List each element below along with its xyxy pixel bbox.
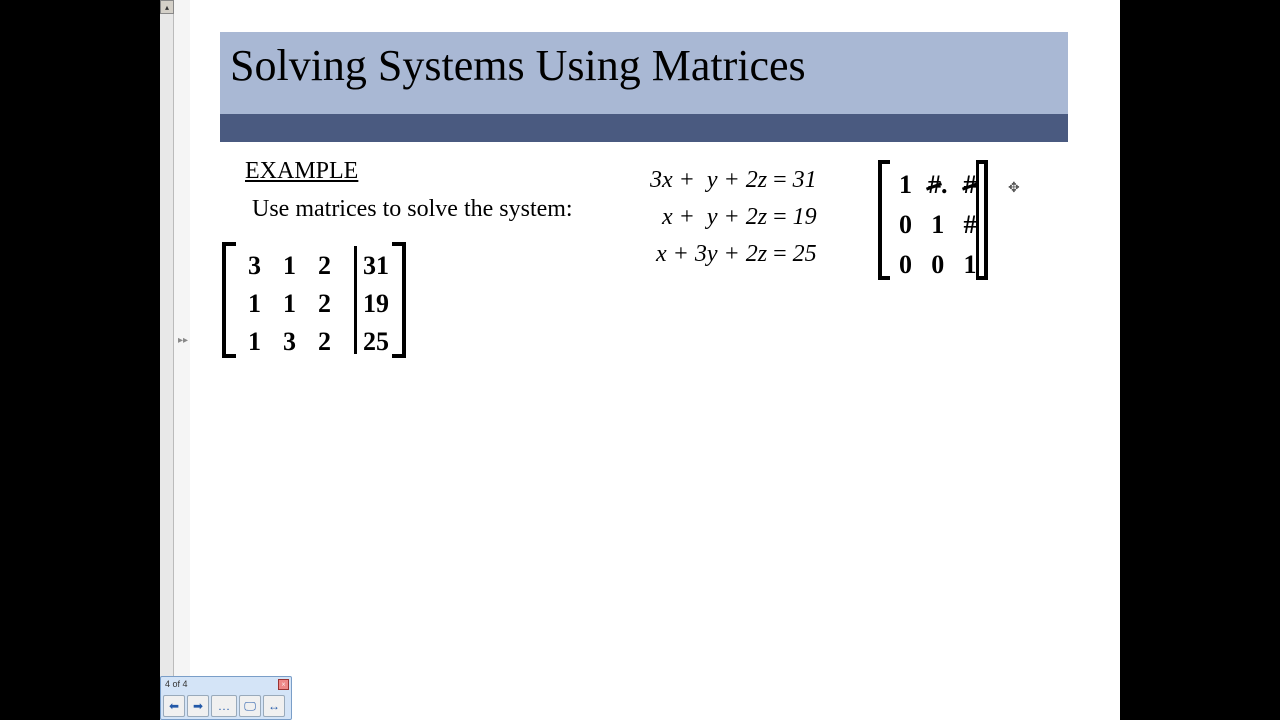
close-icon[interactable]: × — [278, 679, 289, 690]
bracket-left-icon — [878, 162, 882, 278]
equation-row: x + y + 2z = 19 — [650, 199, 817, 236]
menu-button[interactable]: … — [211, 695, 237, 717]
expand-handle-icon[interactable]: ▸▸ — [178, 335, 188, 346]
matrix-cells: 1 #. # 0 1 # 0 0 1 — [890, 164, 986, 286]
fit-button[interactable]: ↔ — [263, 695, 285, 717]
example-instruction: Use matrices to solve the system: — [252, 196, 573, 223]
left-margin: ▸▸ — [174, 0, 190, 720]
navigation-toolbar[interactable]: 4 of 4 × ⬅ ➡ … 🖵 ↔ — [160, 676, 292, 720]
prev-button[interactable]: ⬅ — [163, 695, 185, 717]
next-button[interactable]: ➡ — [187, 695, 209, 717]
present-button[interactable]: 🖵 — [239, 695, 261, 717]
augmented-matrix-handwritten: 3 1 2 31 1 1 2 19 1 3 2 25 — [218, 240, 418, 370]
move-cursor-icon: ✥ — [1008, 180, 1020, 197]
system-of-equations: 3x + y + 2z = 31 x + y + 2z = 19 x + 3y … — [650, 162, 817, 274]
bracket-right-icon — [402, 244, 406, 356]
goal-matrix-handwritten: 1 #. # 0 1 # 0 0 1 — [878, 160, 1018, 284]
example-heading: EXAMPLE — [245, 158, 358, 185]
letterbox-right — [1120, 0, 1280, 720]
equation-row: x + 3y + 2z = 25 — [650, 236, 817, 273]
bracket-left-icon — [222, 244, 226, 356]
equation-row: 3x + y + 2z = 31 — [650, 162, 817, 199]
matrix-cells: 3 1 2 31 1 1 2 19 1 3 2 25 — [236, 246, 401, 362]
scroll-up-button[interactable]: ▴ — [160, 0, 174, 14]
title-subbar — [220, 114, 1068, 142]
slide-title: Solving Systems Using Matrices — [230, 40, 806, 91]
page: ▴ ▸▸ Solving Systems Using Matrices EXAM… — [160, 0, 1120, 720]
page-counter: 4 of 4 — [165, 679, 188, 689]
letterbox-left — [0, 0, 160, 720]
vertical-scrollbar[interactable]: ▴ — [160, 0, 174, 720]
slide-content: Solving Systems Using Matrices EXAMPLE U… — [190, 0, 1120, 676]
title-banner: Solving Systems Using Matrices — [220, 32, 1068, 142]
